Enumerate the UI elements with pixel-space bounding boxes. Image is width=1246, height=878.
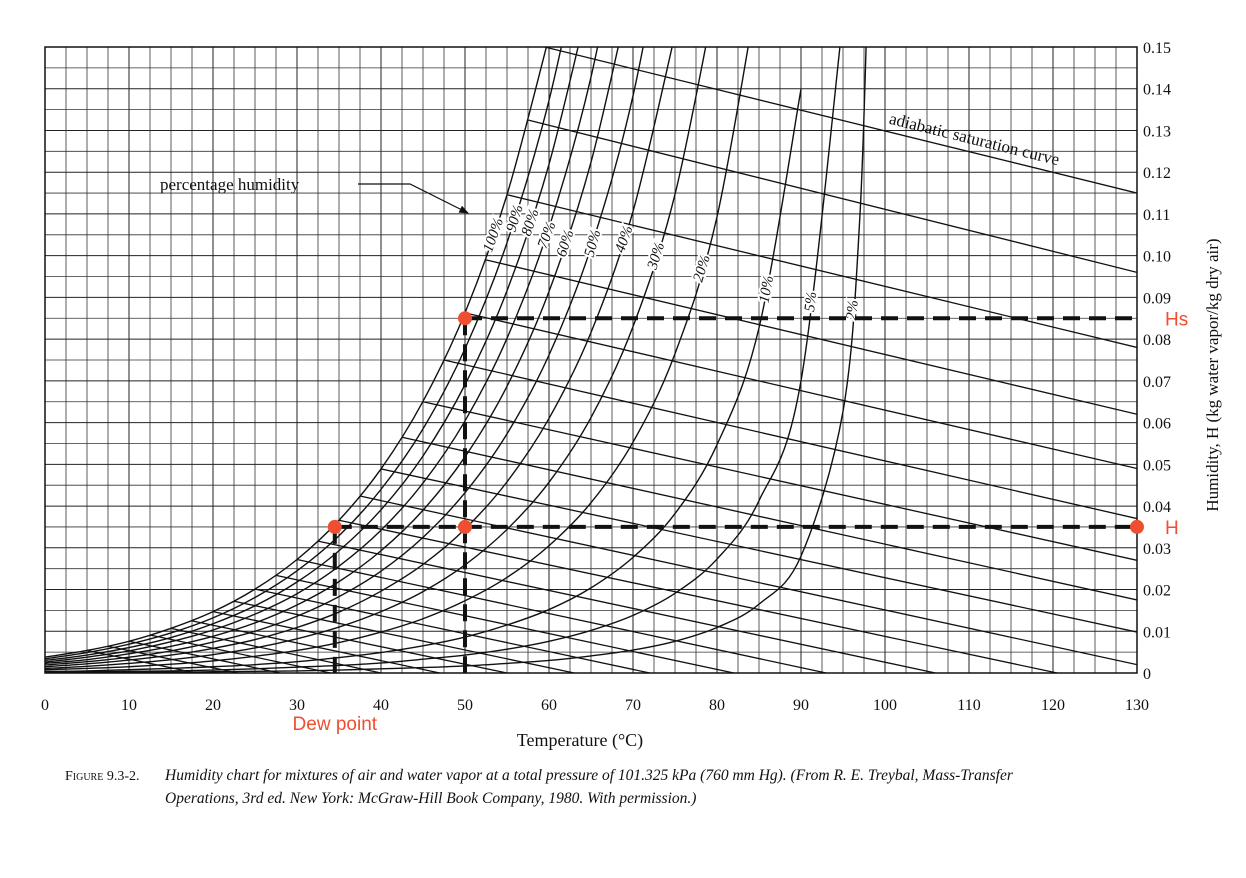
adiabatic-line — [170, 627, 382, 673]
y-tick-label: 0.03 — [1143, 541, 1171, 558]
x-axis-label: Temperature (°C) — [517, 730, 643, 751]
humidity-curve — [45, 47, 599, 663]
adiabatic-line — [212, 611, 508, 673]
adiabatic-line — [254, 588, 650, 673]
caption-number: Figure 9.3-2. — [65, 769, 140, 784]
x-tick-label: 20 — [205, 697, 221, 714]
adiabatic-line — [380, 468, 1137, 633]
x-tick-label: 110 — [957, 697, 980, 714]
y-tick-label: 0.11 — [1143, 207, 1170, 224]
humidity-curve — [45, 47, 563, 660]
y-tick-label: 0.04 — [1143, 499, 1171, 516]
marker-point — [458, 519, 472, 534]
x-tick-label: 70 — [625, 697, 641, 714]
x-tick-label: 40 — [373, 697, 389, 714]
adiabatic-line — [422, 401, 1137, 561]
y-tick-label: 0.13 — [1143, 123, 1171, 140]
x-tick-label: 120 — [1041, 697, 1065, 714]
curve-label: 90% — [504, 203, 527, 234]
humidity-curve — [45, 47, 548, 658]
caption-line: Operations, 3rd ed. New York: McGraw-Hil… — [165, 790, 696, 807]
annotation: H — [1165, 518, 1179, 539]
x-tick-label: 0 — [41, 697, 49, 714]
caption-line: Humidity chart for mixtures of air and w… — [164, 767, 1014, 784]
adiabatic-line — [275, 574, 734, 673]
y-tick-label: 0.10 — [1143, 249, 1171, 266]
x-tick-label: 30 — [289, 697, 305, 714]
adiabatic-line — [359, 495, 1137, 666]
curve-label: 5% — [802, 291, 820, 313]
y-tick-label: 0.09 — [1143, 290, 1171, 307]
x-tick-label: 50 — [457, 697, 473, 714]
group-arrow — [358, 183, 469, 214]
adiabatic-line — [527, 119, 1137, 273]
humidity-curve — [45, 47, 579, 662]
adiabatic-line — [443, 359, 1137, 520]
adiabatic-line — [317, 540, 936, 673]
y-tick-label: 0.06 — [1143, 416, 1171, 433]
x-tick-label: 10 — [121, 697, 137, 714]
adiabatic-line — [464, 312, 1137, 470]
y-tick-label: 0.15 — [1143, 40, 1171, 57]
x-tick-label: 80 — [709, 697, 725, 714]
marker-point — [327, 519, 342, 534]
adiabatic-line — [401, 436, 1137, 601]
adiabatic-line — [128, 640, 281, 673]
y-tick-label: 0.07 — [1143, 374, 1171, 391]
y-tick-label: 0.12 — [1143, 165, 1171, 182]
x-tick-label: 90 — [793, 697, 809, 714]
humidity-curve — [45, 47, 841, 673]
humidity-curve — [45, 89, 802, 673]
adiabatic-line — [86, 649, 197, 673]
adiabatic-line — [107, 645, 239, 673]
group-label: percentage humidity — [160, 175, 300, 194]
adiabatic-line — [338, 519, 1058, 673]
humidity-curve — [45, 47, 749, 671]
adiabatic-line — [191, 620, 440, 673]
adiabatic-line — [149, 634, 331, 673]
annotation: Dew point — [293, 714, 378, 735]
humidity-curve — [45, 47, 644, 666]
y-tick-label: 0.01 — [1143, 624, 1171, 641]
humidity-curve — [45, 47, 619, 665]
y-tick-label: 0.08 — [1143, 332, 1171, 349]
x-tick-label: 130 — [1125, 697, 1149, 714]
adiabatic-line — [233, 600, 575, 673]
labels: 0 10 20 30 40 50 60 70 80 90 100 110 120 130 0 0.01 0.02… — [41, 40, 1171, 714]
y-axis-label: Humidity, H (kg water vapor/kg dry air) — [1203, 238, 1222, 511]
y-tick-label: 0.02 — [1143, 583, 1171, 600]
adiabatic-line — [506, 194, 1137, 349]
y-tick-label: 0.14 — [1143, 82, 1171, 99]
y-tick-label: 0 — [1143, 666, 1151, 683]
adiabatic-line — [544, 47, 1137, 194]
x-tick-label: 60 — [541, 697, 557, 714]
adiabatic-line — [296, 558, 827, 673]
annotation: Hs — [1165, 309, 1188, 330]
marker-point — [458, 311, 472, 326]
x-tick-label: 100 — [873, 697, 897, 714]
plot-frame — [44, 46, 1138, 674]
marker-point — [1130, 519, 1144, 534]
adiabatic-line — [485, 259, 1137, 415]
y-tick-label: 0.05 — [1143, 457, 1171, 474]
humidity-curve — [45, 47, 867, 673]
